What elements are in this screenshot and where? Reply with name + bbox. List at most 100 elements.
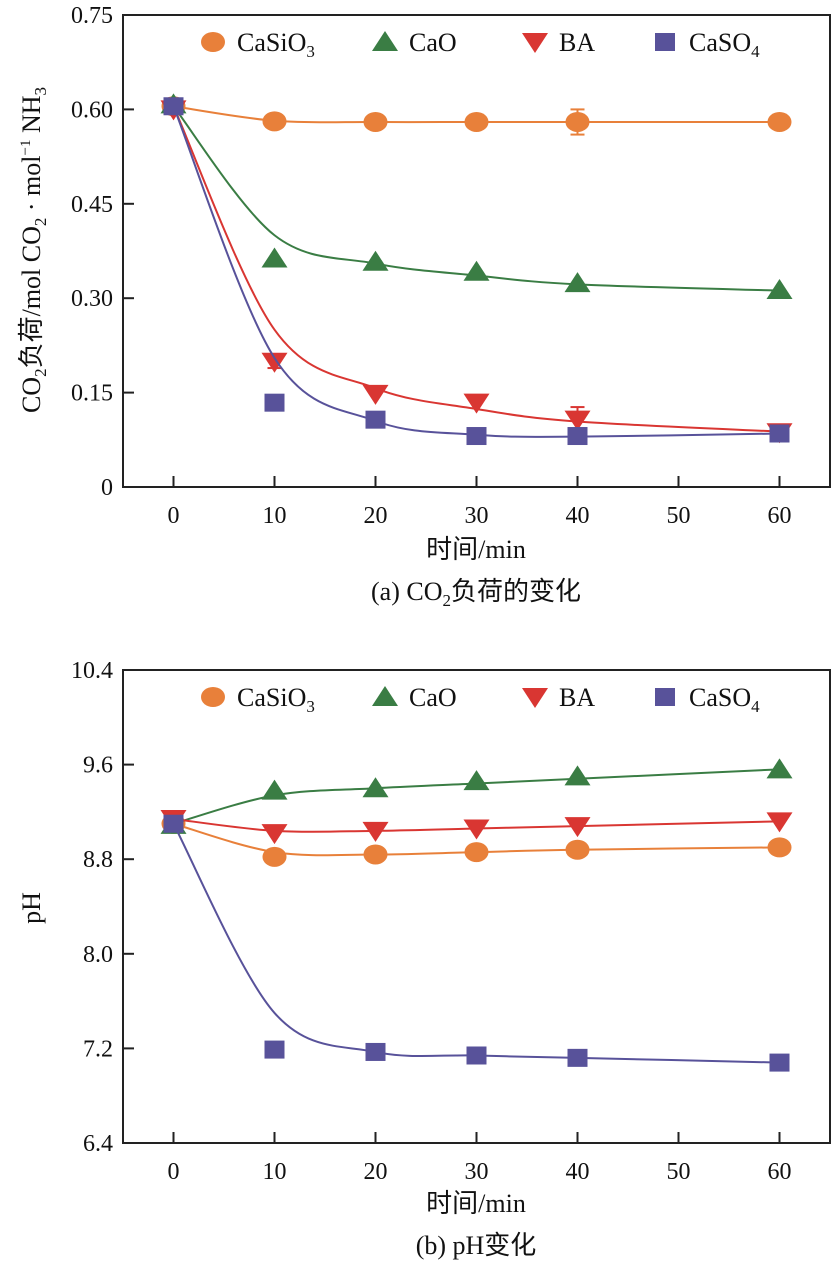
data-point bbox=[766, 758, 793, 779]
data-point bbox=[262, 111, 287, 132]
fit-line bbox=[172, 823, 780, 1064]
data-point bbox=[766, 279, 793, 300]
legend-item-caso4[interactable]: CaSO4 bbox=[655, 683, 760, 716]
series-ba-b bbox=[160, 809, 793, 845]
legend-item-cao[interactable]: CaO bbox=[372, 28, 457, 57]
legend-marker bbox=[522, 688, 548, 708]
data-point bbox=[362, 250, 389, 271]
legend-marker bbox=[372, 686, 398, 706]
y-tick-label: 8.8 bbox=[83, 847, 113, 873]
chart-panel-a: 0 0.15 0.30 0.45 0.60 0.75 0 10 20 30 40 50 60 CaSiO3… bbox=[17, 3, 831, 610]
data-point bbox=[261, 779, 288, 800]
x-tick-label: 10 bbox=[263, 503, 287, 529]
data-point bbox=[564, 272, 591, 293]
data-point bbox=[463, 819, 490, 840]
y-tick-label: 6.4 bbox=[83, 1131, 113, 1157]
data-point bbox=[564, 817, 591, 838]
legend-label: BA bbox=[559, 683, 595, 712]
caption-a: (a) CO2负荷的变化 bbox=[371, 577, 581, 610]
x-tick-label: 20 bbox=[364, 503, 388, 529]
legend-marker bbox=[522, 33, 548, 53]
y-tick-label: 0.45 bbox=[71, 192, 113, 218]
x-tick-label: 60 bbox=[768, 503, 792, 529]
legend-label: CaSiO3 bbox=[237, 683, 315, 716]
y-tick-label: 0 bbox=[101, 475, 113, 501]
x-tick-label: 20 bbox=[364, 1159, 388, 1185]
data-point bbox=[565, 111, 590, 132]
legend-label: CaO bbox=[409, 28, 457, 57]
x-tick-label: 10 bbox=[263, 1159, 287, 1185]
data-point bbox=[363, 844, 388, 865]
data-point bbox=[261, 352, 288, 373]
legend-b: CaSiO3 CaO BA CaSO4 bbox=[201, 683, 760, 716]
legend-label: CaO bbox=[409, 683, 457, 712]
x-axis-title-a: 时间/min bbox=[426, 535, 526, 564]
data-point bbox=[464, 111, 489, 132]
x-tick-label: 40 bbox=[566, 503, 590, 529]
x-tick-label: 30 bbox=[465, 503, 489, 529]
legend-marker bbox=[655, 33, 675, 51]
data-point bbox=[463, 260, 490, 281]
plot-frame-a bbox=[122, 14, 831, 488]
legend-item-cao[interactable]: CaO bbox=[372, 683, 457, 712]
legend-label: BA bbox=[559, 28, 595, 57]
y-tick-label: 0.60 bbox=[71, 97, 113, 123]
series-caso4-a bbox=[163, 97, 790, 446]
data-point bbox=[565, 839, 590, 860]
legend-marker bbox=[655, 688, 675, 706]
legend-a: CaSiO3 CaO BA CaSO4 bbox=[201, 28, 760, 61]
data-point bbox=[163, 97, 184, 116]
legend-item-ba[interactable]: BA bbox=[522, 28, 595, 57]
legend-label: CaSiO3 bbox=[237, 28, 315, 61]
data-point bbox=[264, 393, 285, 412]
data-point bbox=[363, 111, 388, 132]
data-point bbox=[766, 812, 793, 833]
y-tick-label: 0.75 bbox=[71, 3, 113, 29]
series-casio3-a bbox=[161, 96, 792, 136]
y-tick-label: 10.4 bbox=[71, 658, 113, 684]
data-point bbox=[362, 821, 389, 842]
data-point bbox=[365, 1042, 386, 1061]
data-point bbox=[767, 111, 792, 132]
data-point bbox=[767, 837, 792, 858]
legend-marker bbox=[201, 687, 225, 707]
data-point bbox=[464, 842, 489, 863]
legend-item-ba[interactable]: BA bbox=[522, 683, 595, 712]
x-tick-label: 0 bbox=[168, 1159, 180, 1185]
data-point bbox=[769, 1053, 790, 1072]
y-axis-title-a: CO2负荷/mol CO2 · mol−1 NH3 bbox=[17, 87, 50, 413]
data-point bbox=[567, 1048, 588, 1067]
y-tick-label: 0.30 bbox=[71, 286, 113, 312]
caption-b: (b) pH变化 bbox=[416, 1231, 537, 1260]
y-tick-label: 9.6 bbox=[83, 753, 113, 779]
data-point bbox=[564, 410, 591, 431]
y-tick-label: 0.15 bbox=[71, 381, 113, 407]
plot-frame-b bbox=[122, 669, 831, 1144]
data-point bbox=[463, 393, 490, 414]
data-point bbox=[264, 1040, 285, 1059]
legend-marker bbox=[201, 32, 225, 52]
x-tick-label: 40 bbox=[566, 1159, 590, 1185]
legend-label: CaSO4 bbox=[689, 683, 760, 716]
legend-item-caso4[interactable]: CaSO4 bbox=[655, 28, 760, 61]
x-tick-label: 30 bbox=[465, 1159, 489, 1185]
fit-line bbox=[172, 105, 780, 433]
y-axis-title-b: pH bbox=[17, 892, 46, 924]
y-tick-label: 7.2 bbox=[83, 1036, 113, 1062]
plot-area-a: 0 0.15 0.30 0.45 0.60 0.75 0 10 20 30 40 50 60 CaSiO3… bbox=[71, 3, 831, 529]
data-point bbox=[163, 814, 184, 833]
data-point bbox=[362, 777, 389, 798]
legend-item-casio3[interactable]: CaSiO3 bbox=[201, 683, 315, 716]
data-point bbox=[261, 247, 288, 268]
x-axis-title-b: 时间/min bbox=[426, 1189, 526, 1218]
fit-line bbox=[172, 105, 780, 292]
data-point bbox=[567, 427, 588, 446]
data-point bbox=[261, 824, 288, 845]
series-caso4-b bbox=[163, 814, 790, 1072]
data-point bbox=[466, 427, 487, 446]
x-tick-label: 0 bbox=[168, 503, 180, 529]
legend-item-casio3[interactable]: CaSiO3 bbox=[201, 28, 315, 61]
